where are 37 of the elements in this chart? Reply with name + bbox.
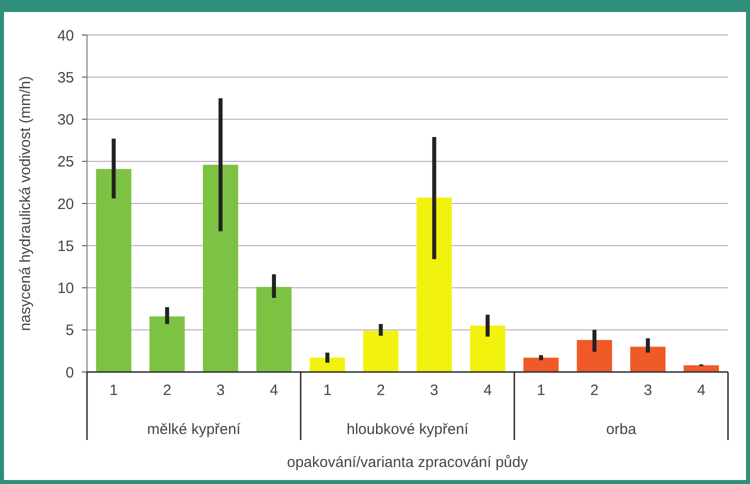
x-axis-title: opakování/varianta zpracování půdy bbox=[287, 454, 528, 471]
y-tick-label: 5 bbox=[66, 322, 74, 340]
bar bbox=[96, 168, 132, 372]
bar bbox=[202, 164, 238, 372]
x-tick-label: 3 bbox=[430, 382, 438, 399]
bar bbox=[310, 358, 345, 372]
y-tick-label: 40 bbox=[57, 27, 74, 44]
x-tick-label: 4 bbox=[697, 382, 706, 399]
y-axis-title: nasycená hydraulická vodivost (mm/h) bbox=[17, 76, 34, 332]
text: mělké kypření bbox=[147, 421, 242, 438]
y-tick-label: 20 bbox=[57, 196, 74, 213]
x-tick-label: 1 bbox=[110, 382, 118, 399]
text: hloubkové kypření bbox=[346, 421, 470, 438]
x-tick-label: 1 bbox=[323, 382, 332, 399]
y-tick-label: 30 bbox=[57, 112, 74, 128]
text: orba bbox=[606, 421, 637, 438]
x-tick-label: 4 bbox=[270, 382, 278, 399]
bar bbox=[363, 330, 398, 372]
x-tick-label: 3 bbox=[216, 382, 225, 399]
bar bbox=[416, 198, 452, 372]
bar bbox=[576, 340, 612, 372]
y-tick-label: 15 bbox=[57, 238, 74, 255]
x-tick-label: 3 bbox=[644, 382, 652, 399]
x-tick-label: 1 bbox=[536, 382, 546, 399]
y-tick-label: 25 bbox=[57, 154, 74, 171]
x-tick-label: 4 bbox=[483, 382, 492, 399]
bar bbox=[256, 286, 292, 372]
y-tick-label: 35 bbox=[57, 69, 74, 86]
y-tick-label: 0 bbox=[66, 364, 74, 382]
bar bbox=[470, 326, 506, 372]
bar bbox=[523, 358, 559, 372]
y-tick-label: 10 bbox=[57, 280, 74, 297]
x-tick-label: 2 bbox=[376, 382, 385, 399]
bar bbox=[630, 346, 666, 372]
x-tick-label: 2 bbox=[162, 382, 172, 399]
x-tick-label: 2 bbox=[590, 382, 599, 399]
bar bbox=[149, 316, 185, 372]
